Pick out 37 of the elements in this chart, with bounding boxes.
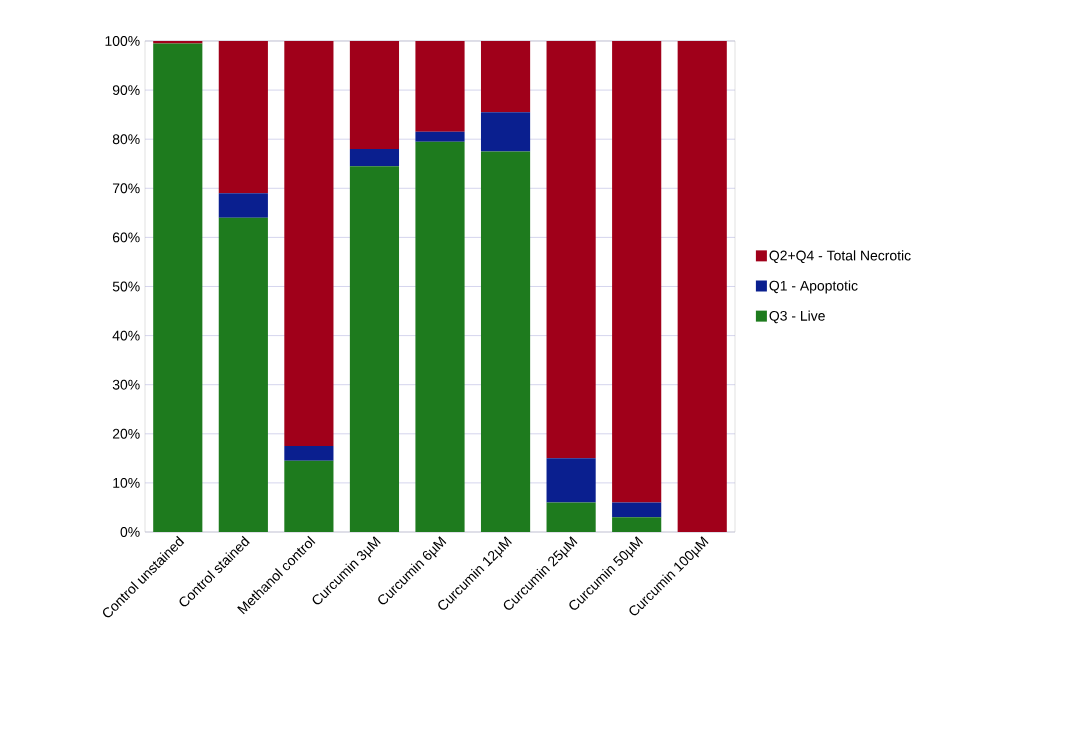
bar — [218, 40, 268, 194]
y-tick-label: 70% — [112, 183, 140, 194]
bar — [612, 502, 662, 518]
y-tick-label: 50% — [112, 281, 140, 292]
legend-label: Q1 - Apoptotic — [769, 280, 858, 294]
bar — [415, 40, 465, 132]
bar — [480, 151, 531, 532]
bar — [349, 40, 400, 150]
y-tick-label: 0% — [120, 527, 140, 537]
bar — [480, 40, 531, 113]
bar — [546, 40, 596, 459]
bar — [677, 40, 727, 532]
bar — [612, 40, 662, 503]
bar — [415, 141, 465, 532]
bar — [612, 517, 662, 532]
legend-label: Q2+Q4 - Total Necrotic — [769, 250, 911, 264]
bar — [480, 112, 531, 152]
bar — [349, 149, 400, 167]
bar — [218, 193, 268, 218]
legend-label: Q3 - Live — [769, 310, 825, 324]
bar — [415, 131, 465, 142]
bar — [153, 43, 203, 532]
y-tick-label: 30% — [112, 379, 140, 390]
y-tick-label: 20% — [112, 428, 140, 439]
y-tick-label: 60% — [112, 232, 140, 243]
bar — [349, 166, 400, 532]
bar — [284, 40, 334, 447]
bar — [218, 217, 268, 532]
y-tick-label: 100% — [105, 36, 140, 46]
y-tick-label: 80% — [112, 134, 140, 145]
bar — [546, 502, 596, 532]
bar — [284, 446, 334, 461]
y-tick-label: 40% — [112, 330, 140, 341]
bar — [284, 460, 334, 532]
bar — [546, 458, 596, 503]
y-tick-label: 10% — [113, 477, 140, 488]
y-tick-label: 90% — [112, 85, 140, 96]
